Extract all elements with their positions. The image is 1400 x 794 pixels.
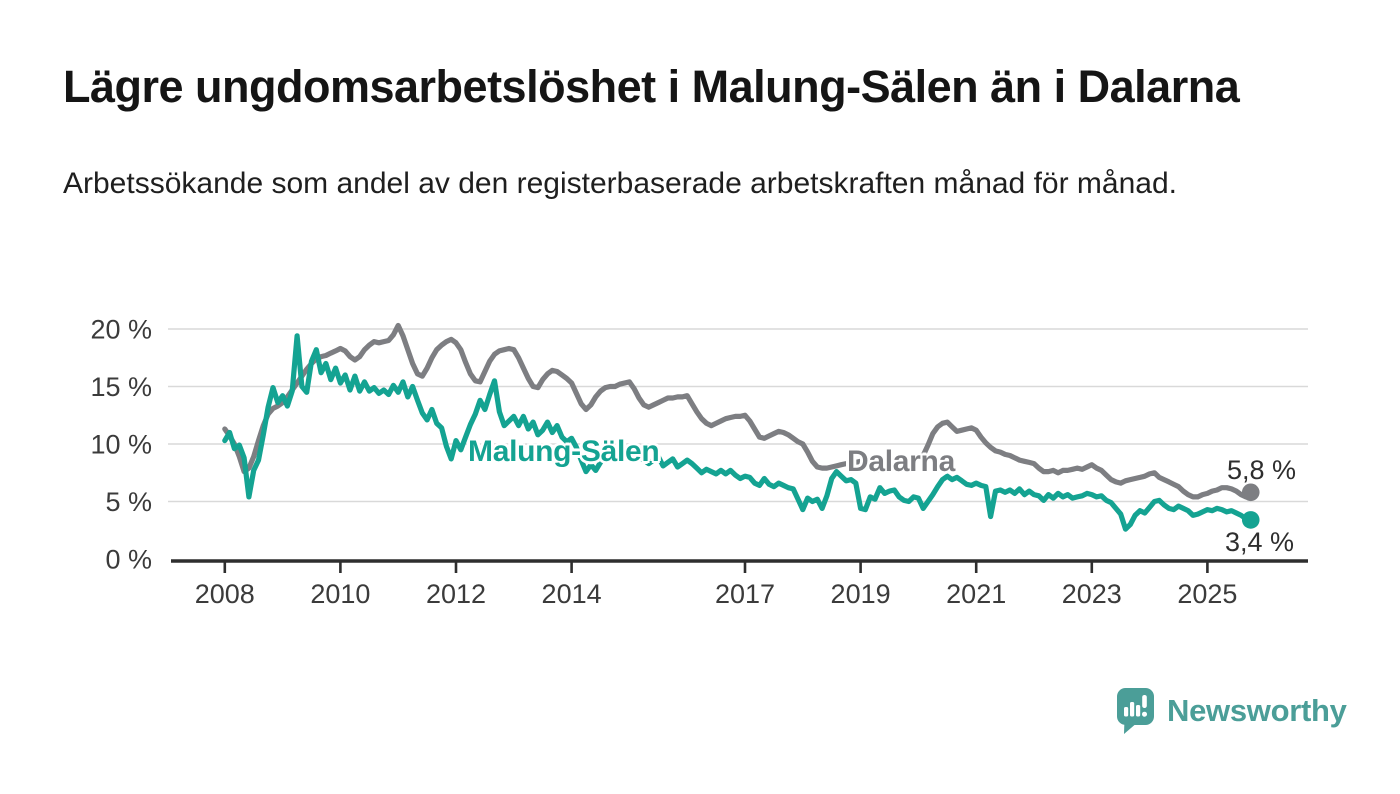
tick-labels-group: 2008 2010 2012 2014 2017 2019 2021 2023 2025 0 % 5… bbox=[90, 315, 1237, 610]
y-tick-label: 5 % bbox=[105, 487, 152, 517]
end-value-label-malung-salen: 3,4 % bbox=[1225, 527, 1295, 557]
y-tick-label: 15 % bbox=[90, 372, 152, 402]
axes-group bbox=[171, 559, 1308, 573]
page-title: Lägre ungdomsarbetslöshet i Malung-Sälen… bbox=[63, 61, 1240, 112]
newsworthy-logo: Newsworthy bbox=[1117, 688, 1347, 734]
series-group bbox=[222, 322, 1260, 532]
y-tick-label: 0 % bbox=[105, 545, 152, 575]
x-tick-label: 2017 bbox=[715, 579, 775, 609]
x-tick-label: 2019 bbox=[831, 579, 891, 609]
x-tick-label: 2021 bbox=[946, 579, 1006, 609]
series-line-malung-s-len bbox=[222, 333, 1254, 532]
y-tick-label: 10 % bbox=[90, 430, 152, 460]
series-label-dalarna: Dalarna bbox=[847, 445, 955, 478]
x-tick-label: 2010 bbox=[310, 579, 370, 609]
series-end-dot-dalarna bbox=[1241, 483, 1260, 502]
page-subtitle: Arbetssökande som andel av den registerb… bbox=[63, 167, 1177, 200]
gridlines-group bbox=[168, 328, 1308, 503]
x-tick-label: 2012 bbox=[426, 579, 486, 609]
newsworthy-wordmark: Newsworthy bbox=[1167, 693, 1347, 728]
x-tick-label: 2014 bbox=[542, 579, 602, 609]
series-end-dot-malung-s-len bbox=[1241, 511, 1260, 529]
newsworthy-bubble-barchart-icon bbox=[1117, 688, 1154, 734]
series-label-malung-salen: Malung-Sälen bbox=[468, 435, 660, 468]
end-value-label-dalarna: 5,8 % bbox=[1227, 455, 1297, 485]
y-tick-label: 20 % bbox=[90, 315, 152, 345]
x-tick-label: 2008 bbox=[195, 579, 255, 609]
series-line-dalarna bbox=[222, 322, 1254, 500]
x-tick-label: 2025 bbox=[1177, 579, 1237, 609]
x-tick-label: 2023 bbox=[1062, 579, 1122, 609]
